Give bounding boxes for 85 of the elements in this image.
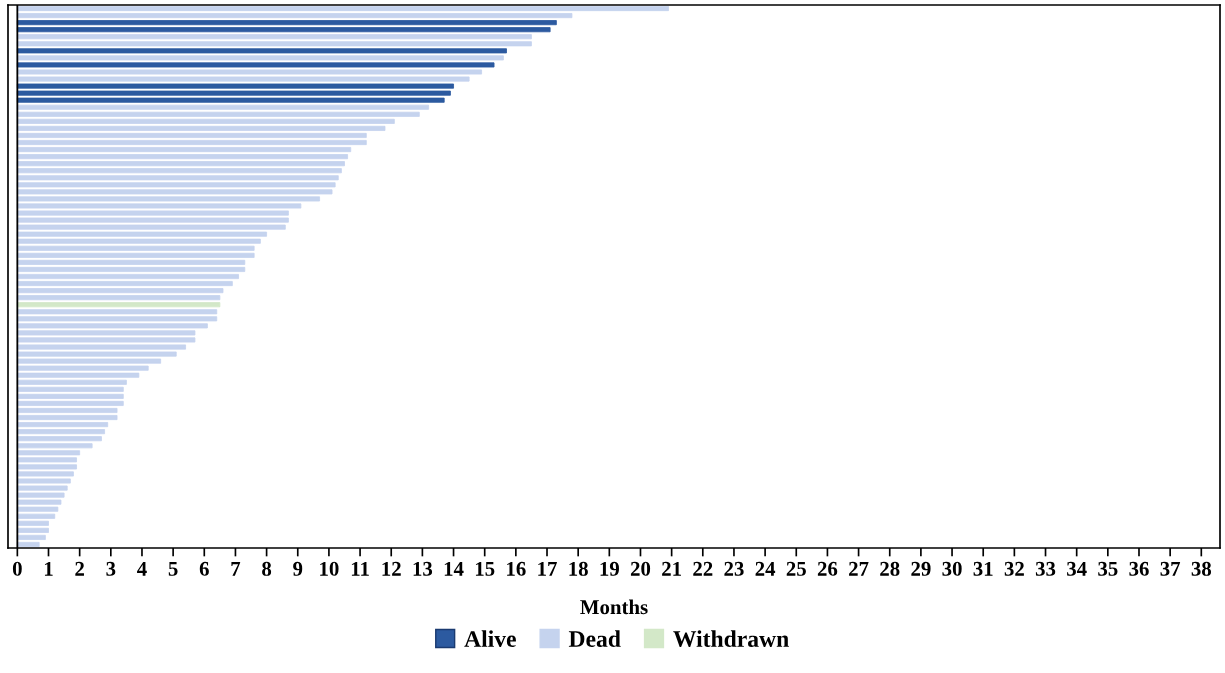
bar [16,48,507,54]
bar [16,541,40,548]
legend-label: Dead [568,630,621,647]
bar [16,125,386,131]
x-tick-label: 9 [293,561,303,576]
x-tick-label: 16 [507,561,526,576]
x-tick-label: 38 [1191,561,1212,576]
x-tick-label: 8 [262,561,272,576]
bar [16,386,124,392]
bar [16,62,495,68]
bar [16,436,102,442]
x-tick-label: 32 [1004,561,1024,576]
bar [16,139,367,146]
x-tick-label: 22 [693,561,713,576]
x-tick-label: 10 [320,561,339,576]
bar [16,513,56,519]
bar [16,147,352,153]
x-tick-label: 19 [600,561,619,576]
bar [16,429,106,435]
x-tick-label: 14 [444,561,464,576]
x-tick-label: 2 [75,561,84,576]
bar [16,422,109,428]
x-axis-title: Months [580,599,648,615]
bar [16,34,532,40]
bar [16,168,342,174]
bar [16,288,224,294]
x-tick-label: 24 [755,561,776,576]
bar [16,41,532,47]
bar [16,534,46,540]
x-tick-label: 15 [475,561,495,576]
x-tick-label: 33 [1035,561,1056,576]
x-tick-label: 31 [973,561,993,576]
bar [16,415,118,421]
x-tick-label: 29 [911,561,931,576]
bar [16,520,49,526]
x-tick-label: 28 [880,561,900,576]
x-tick-label: 17 [538,561,557,576]
bar [16,273,239,280]
x-tick-label: 35 [1098,561,1118,576]
x-tick-label: 3 [106,561,116,576]
x-tick-label: 13 [413,561,433,576]
bar [16,154,349,160]
bar [16,302,221,308]
x-tick-label: 23 [724,561,744,576]
bar [16,266,246,272]
x-tick-label: 34 [1067,561,1087,576]
x-tick-label: 30 [942,561,962,576]
x-tick-label: 5 [168,562,178,576]
x-tick-label: 25 [786,561,806,576]
bar [16,245,255,251]
bar [16,55,504,61]
x-tick-label: 21 [662,561,681,576]
bar [16,400,124,406]
x-tick-label: 26 [817,561,838,576]
x-tick-label: 7 [231,562,241,576]
x-tick-label: 27 [849,561,869,576]
bar [16,393,124,399]
bar [16,13,573,19]
bar [16,104,430,110]
x-tick-label: 36 [1129,561,1149,576]
bar [16,252,255,258]
bar [16,27,551,33]
legend-label: Withdrawn [673,630,789,648]
x-tick-label: 37 [1160,561,1181,576]
x-tick-label: 20 [630,561,651,576]
bar [16,118,395,124]
bar [16,379,127,385]
bar [16,20,557,26]
x-tick-label: 18 [569,561,588,576]
x-tick-label: 11 [351,561,369,576]
bar [16,295,221,301]
bar [16,111,420,117]
x-tick-label: 1 [44,561,53,576]
bar [16,527,49,533]
bar [16,281,233,287]
x-tick-label: 12 [382,561,401,576]
x-tick-label: 4 [137,561,147,576]
bar [16,5,669,12]
bar [16,407,118,414]
bar [16,161,345,167]
bar [16,132,367,138]
x-tick-label: 6 [199,561,209,576]
bar [16,259,246,265]
legend-label: Alive [464,630,516,647]
x-tick-label: 0 [12,561,22,576]
